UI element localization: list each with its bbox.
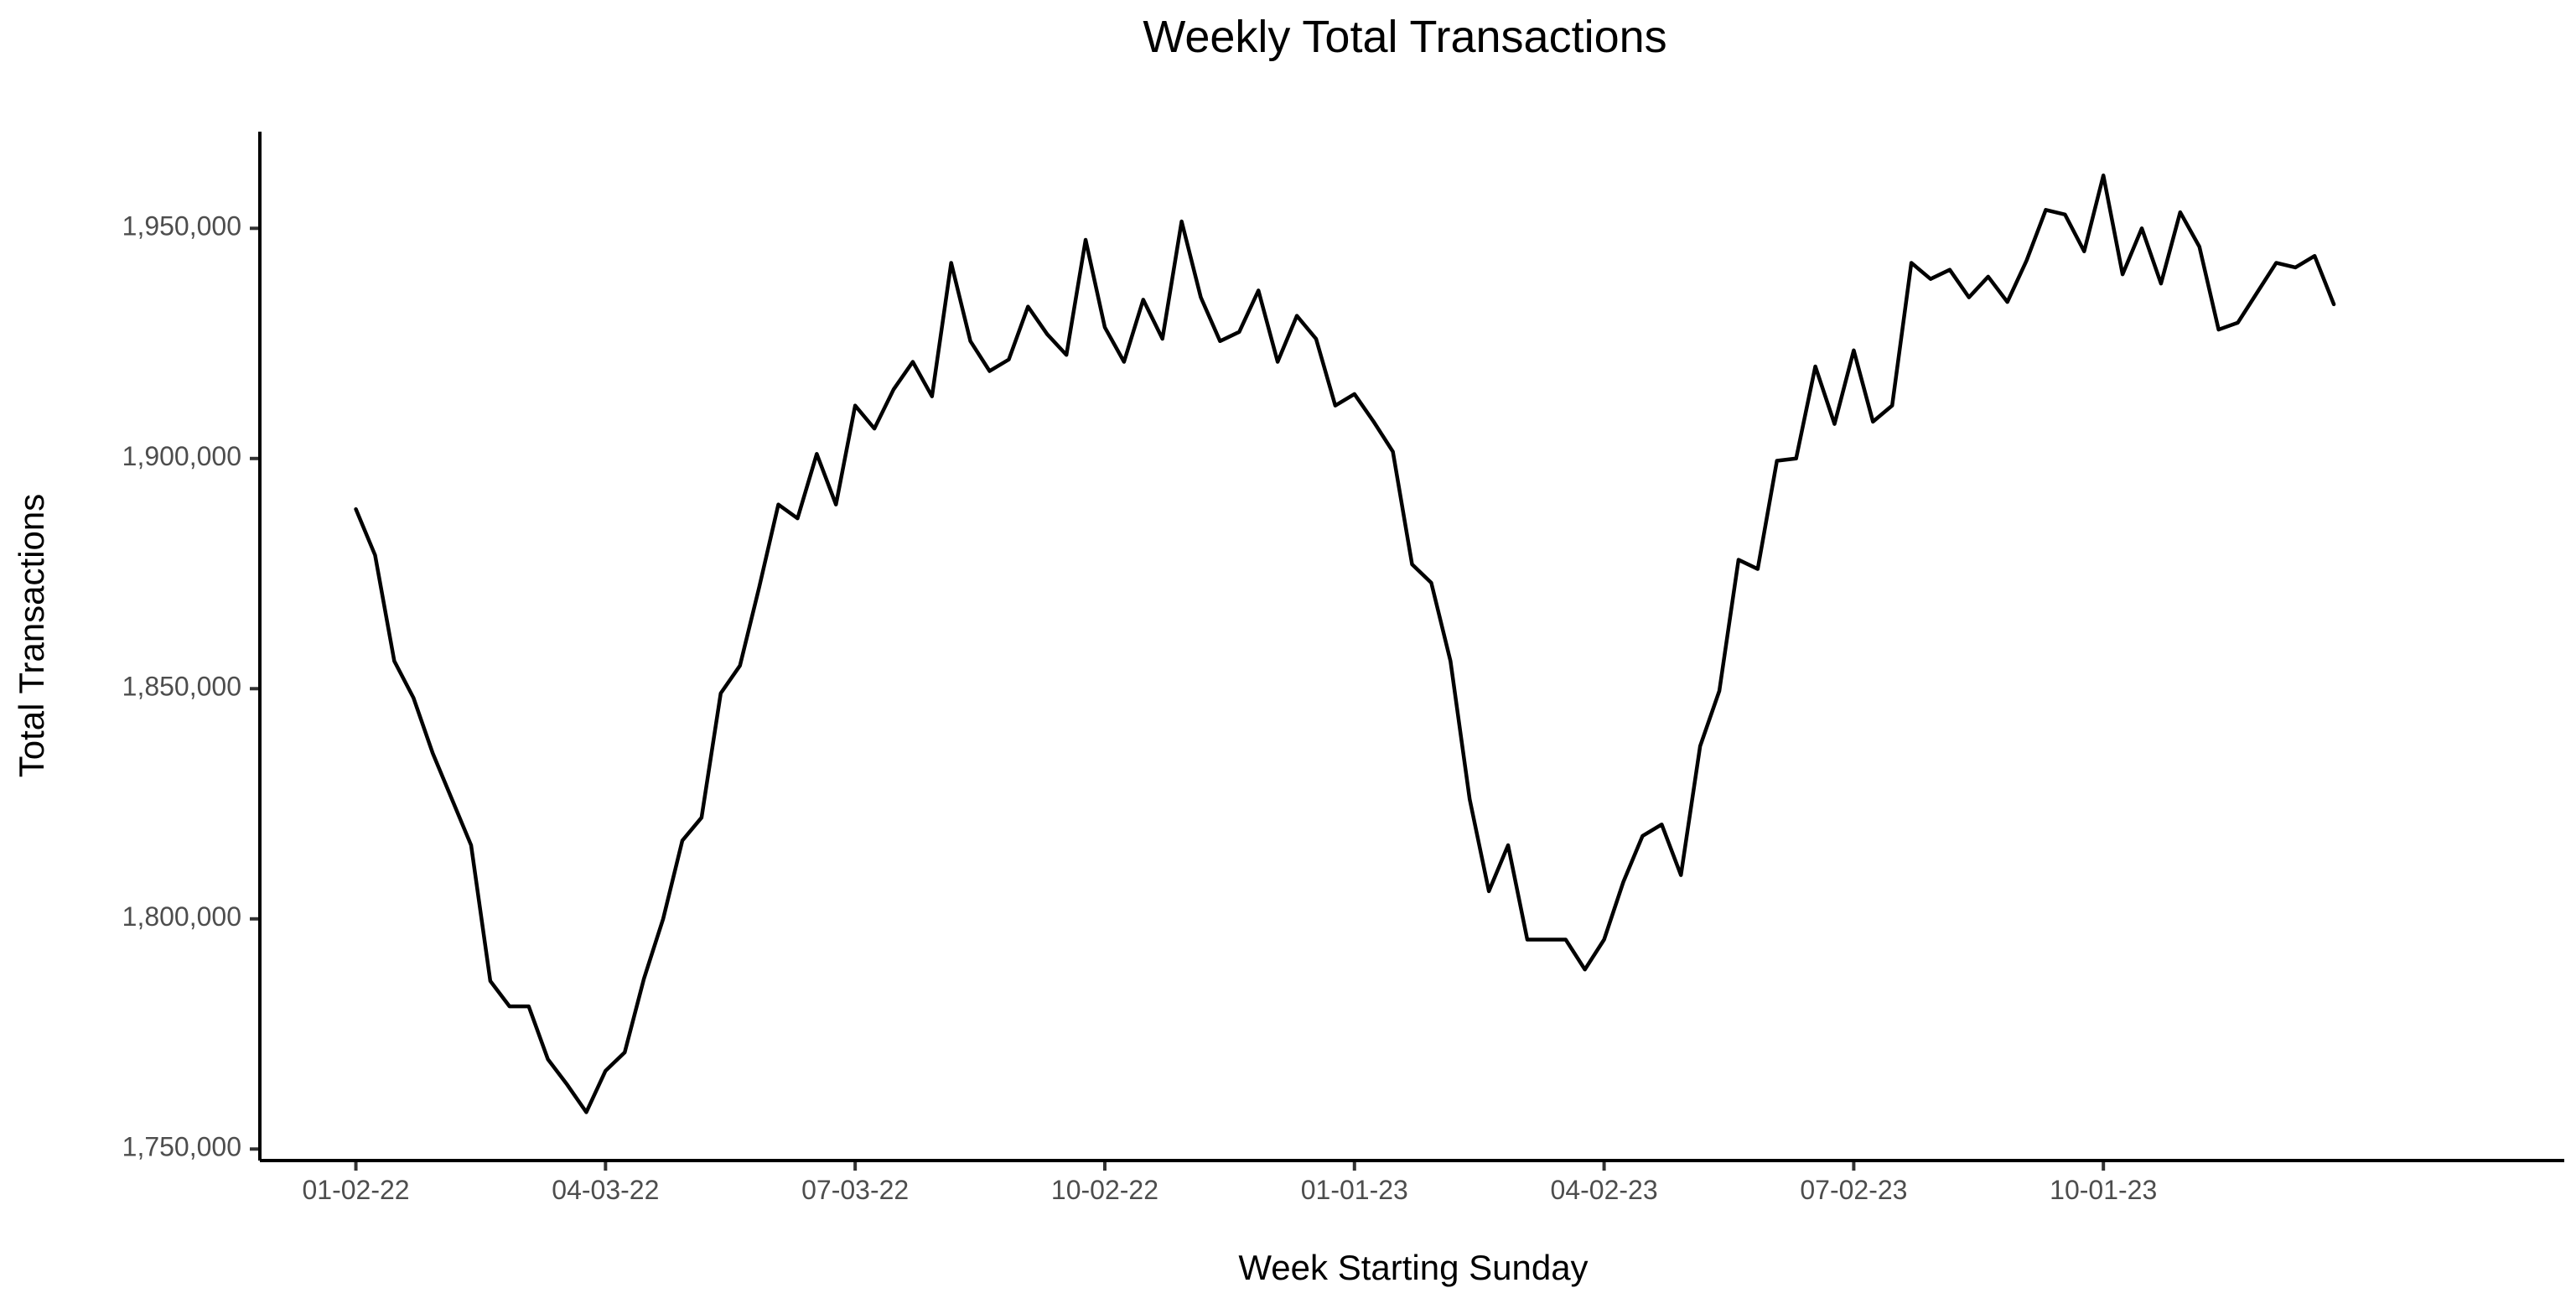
x-tick-label: 04-02-23 (1551, 1175, 1658, 1205)
data-point (1738, 559, 1739, 560)
data-point (1892, 405, 1893, 406)
data-point (1200, 297, 1201, 298)
data-point (1028, 306, 1029, 307)
data-point (1700, 745, 1701, 746)
data-point (394, 661, 395, 662)
data-point (663, 918, 664, 919)
data-point (931, 396, 932, 397)
data-point (970, 340, 971, 341)
data-point (893, 389, 894, 390)
data-point (1911, 262, 1912, 263)
data-point (470, 844, 471, 845)
chart-title: Weekly Total Transactions (1143, 12, 1666, 62)
data-point (1354, 393, 1355, 394)
y-tick-label: 1,900,000 (122, 441, 241, 471)
y-tick-label: 1,850,000 (122, 672, 241, 702)
data-point (452, 799, 453, 800)
data-point (2084, 251, 2085, 252)
data-point (1047, 334, 1048, 335)
data-point (547, 1059, 548, 1060)
data-point (2007, 302, 2008, 303)
series-line (354, 173, 2336, 1114)
data-point (1526, 939, 1527, 940)
x-axis-title: Week Starting Sunday (1238, 1248, 1588, 1287)
data-point (1565, 939, 1566, 940)
data-point (1661, 824, 1662, 825)
data-point (1181, 221, 1182, 222)
data-point (355, 509, 356, 510)
data-point (1508, 844, 1509, 845)
x-tick-label: 04-03-22 (552, 1175, 659, 1205)
data-point (1066, 355, 1067, 356)
x-tick-label: 01-02-22 (302, 1175, 409, 1205)
data-point (605, 1070, 606, 1071)
y-tick-label: 1,800,000 (122, 901, 241, 932)
x-tick-label: 10-01-23 (2050, 1175, 2157, 1205)
data-point (2237, 322, 2238, 323)
data-point (2314, 256, 2315, 257)
data-point (855, 405, 856, 406)
data-point (874, 428, 875, 429)
x-tick-label: 01-01-23 (1301, 1175, 1408, 1205)
data-point (586, 1112, 587, 1113)
data-point (1642, 835, 1643, 836)
data-point (1584, 969, 1585, 970)
data-point (1968, 297, 1969, 298)
data-point (739, 665, 740, 666)
data-point (1297, 315, 1298, 316)
data-point (1258, 290, 1259, 291)
data-point (2276, 262, 2277, 263)
data-point (509, 1006, 510, 1007)
data-point (2179, 212, 2180, 213)
data-point (1104, 327, 1105, 328)
data-point (912, 361, 913, 362)
data-point (413, 698, 414, 699)
data-point (528, 1006, 529, 1007)
data-point (1373, 421, 1374, 422)
data-point (1239, 331, 1240, 332)
y-tick-label: 1,950,000 (122, 211, 241, 242)
data-point (1162, 339, 1163, 340)
data-point (1220, 340, 1221, 341)
data-point (1873, 421, 1874, 422)
data-point (1392, 451, 1393, 452)
x-tick-label: 07-03-22 (801, 1175, 909, 1205)
data-point (836, 504, 837, 505)
data-points (355, 175, 2335, 1113)
data-point (1546, 939, 1547, 940)
data-point (1123, 361, 1124, 362)
data-point (1853, 350, 1854, 351)
data-point (2103, 175, 2104, 176)
x-tick-label: 07-02-23 (1800, 1175, 1907, 1205)
data-point (1008, 359, 1009, 360)
data-point (567, 1084, 568, 1085)
data-point (1719, 691, 1720, 692)
data-point (1469, 799, 1470, 800)
x-axis-ticks: 01-02-22 04-03-22 07-03-22 10-02-22 01-01-23… (302, 1161, 2157, 1205)
data-point (1949, 269, 1950, 270)
data-point (1315, 339, 1316, 340)
data-point (2122, 274, 2123, 275)
data-point (1623, 881, 1624, 882)
data-point (1450, 661, 1451, 662)
data-point (1776, 460, 1777, 461)
x-tick-label: 10-02-22 (1051, 1175, 1158, 1205)
y-axis-title: Total Transactions (12, 494, 51, 778)
y-tick-label: 1,750,000 (122, 1132, 241, 1162)
data-point (797, 518, 798, 519)
data-point (1834, 423, 1835, 424)
data-point (375, 555, 376, 556)
data-point (1431, 583, 1432, 584)
y-axis-ticks: 1,750,000 1,800,000 1,850,000 1,900,000 1,95… (122, 211, 260, 1162)
data-point (778, 504, 779, 505)
data-point (2142, 228, 2143, 229)
data-point (2160, 283, 2161, 284)
data-point (2026, 260, 2027, 261)
